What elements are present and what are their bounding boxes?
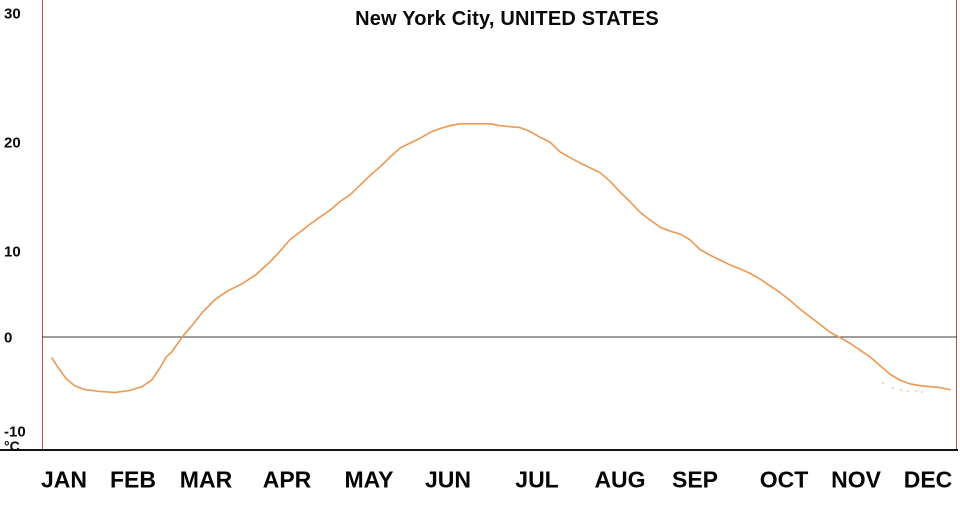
tail-dot bbox=[882, 382, 884, 384]
y-axis-tick-label: -10 bbox=[4, 423, 26, 441]
x-axis-month-label: AUG bbox=[594, 466, 646, 493]
x-axis-month-label: JUN bbox=[424, 466, 472, 493]
tail-dot bbox=[907, 390, 909, 392]
tail-dot bbox=[892, 387, 894, 389]
x-axis-month-label: DEC bbox=[903, 466, 953, 493]
x-axis-month-label: OCT bbox=[759, 466, 809, 493]
tail-dot bbox=[915, 390, 917, 392]
chart-title: New York City, UNITED STATES bbox=[355, 8, 659, 30]
x-axis-month-label: MAR bbox=[179, 466, 233, 493]
x-axis-month-label: JUL bbox=[515, 466, 559, 493]
x-axis-month-label: SEP bbox=[671, 466, 719, 493]
x-axis-month-label: MAY bbox=[344, 466, 394, 493]
tail-dot bbox=[921, 391, 923, 393]
y-axis-tick-label: 20 bbox=[4, 134, 21, 152]
tail-dot bbox=[900, 389, 902, 391]
x-axis-month-label: JAN bbox=[40, 466, 88, 493]
y-axis-unit-label: °C bbox=[4, 438, 20, 454]
y-axis-tick-label: 0 bbox=[4, 329, 13, 347]
x-axis-month-label: FEB bbox=[110, 466, 156, 493]
x-axis-month-label: APR bbox=[262, 466, 312, 493]
x-axis-month-label: NOV bbox=[831, 466, 881, 493]
y-axis-tick-label: 10 bbox=[4, 243, 21, 261]
y-axis-tick-label: 30 bbox=[4, 5, 21, 23]
dotted-tail-artifact bbox=[882, 382, 923, 393]
temperature-curve bbox=[51, 123, 951, 394]
